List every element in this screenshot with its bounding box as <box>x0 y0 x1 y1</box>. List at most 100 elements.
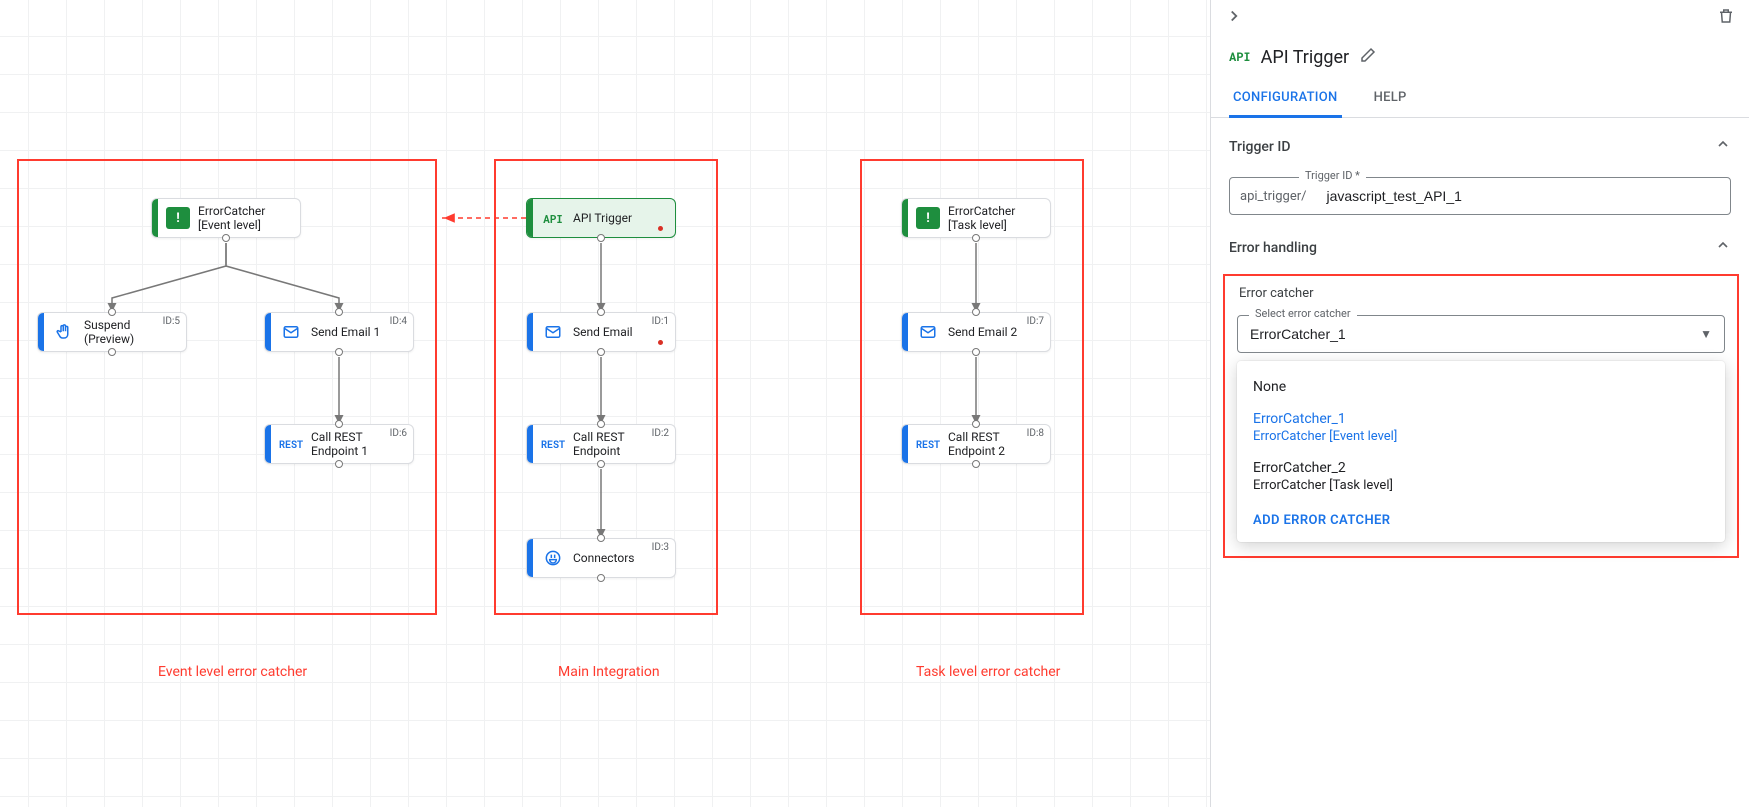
node-id: ID:1 <box>652 316 669 327</box>
trigger-id-field: Trigger ID * api_trigger/ <box>1229 177 1731 215</box>
port-out[interactable] <box>597 234 605 242</box>
api-icon: API <box>541 206 565 230</box>
panel-tabs: CONFIGURATION HELP <box>1211 82 1749 118</box>
port-out[interactable] <box>597 574 605 582</box>
node-stripe <box>527 425 533 463</box>
node-stripe <box>38 313 44 351</box>
port-out[interactable] <box>597 348 605 356</box>
tab-configuration[interactable]: CONFIGURATION <box>1229 82 1342 118</box>
error-handling-highlight: Error catcher Select error catcher ▼ Non… <box>1223 274 1739 558</box>
port-in[interactable] <box>597 534 605 542</box>
port-in[interactable] <box>972 308 980 316</box>
hand-icon <box>52 320 76 344</box>
node-stripe <box>527 199 533 237</box>
node-send-email-1[interactable]: Send Email 1 ID:4 <box>264 312 414 352</box>
error-indicator-icon <box>658 226 663 231</box>
section-heading: Error handling <box>1229 240 1317 256</box>
warn-icon: ! <box>166 207 190 229</box>
node-suspend[interactable]: Suspend(Preview) ID:5 <box>37 312 187 352</box>
node-id: ID:2 <box>652 428 669 439</box>
selection-label: Event level error catcher <box>158 664 307 680</box>
warn-icon: ! <box>916 207 940 229</box>
mail-icon <box>541 320 565 344</box>
node-label: Send Email <box>573 325 669 339</box>
node-rest-1[interactable]: REST Call RESTEndpoint 1 ID:6 <box>264 424 414 464</box>
node-stripe <box>902 313 908 351</box>
node-errorcatcher-task[interactable]: ! ErrorCatcher[Task level] <box>901 198 1051 238</box>
edit-title-button[interactable] <box>1359 46 1377 68</box>
node-stripe <box>152 199 158 237</box>
edges-layer <box>0 0 1210 807</box>
node-id: ID:3 <box>652 542 669 553</box>
integration-canvas[interactable]: Event level error catcher Main Integrati… <box>0 0 1210 807</box>
node-stripe <box>527 539 533 577</box>
delete-button[interactable] <box>1717 7 1735 30</box>
port-out[interactable] <box>972 460 980 468</box>
details-panel: API API Trigger CONFIGURATION HELP Trigg… <box>1210 0 1749 807</box>
node-stripe <box>902 199 908 237</box>
node-id: ID:6 <box>390 428 407 439</box>
node-label: API Trigger <box>573 211 669 225</box>
panel-title-row: API API Trigger <box>1211 36 1749 82</box>
panel-title: API Trigger <box>1261 47 1350 68</box>
section-trigger-id-toggle[interactable]: Trigger ID <box>1211 118 1749 171</box>
port-out[interactable] <box>972 234 980 242</box>
node-errorcatcher-event[interactable]: ! ErrorCatcher[Event level] <box>151 198 301 238</box>
node-id: ID:4 <box>390 316 407 327</box>
node-label: ErrorCatcher[Event level] <box>198 204 294 232</box>
node-stripe <box>527 313 533 351</box>
dropdown-option-ec1[interactable]: ErrorCatcher_1 ErrorCatcher [Event level… <box>1237 403 1725 452</box>
error-catcher-label: Error catcher <box>1231 286 1731 309</box>
node-label: ErrorCatcher[Task level] <box>948 204 1044 232</box>
port-out[interactable] <box>222 234 230 242</box>
error-catcher-value[interactable] <box>1238 326 1688 342</box>
port-out[interactable] <box>597 460 605 468</box>
error-indicator-icon <box>658 340 663 345</box>
port-in[interactable] <box>335 420 343 428</box>
node-stripe <box>265 425 271 463</box>
field-label: Trigger ID * <box>1299 169 1366 182</box>
port-out[interactable] <box>335 348 343 356</box>
node-label: Send Email 1 <box>311 325 407 339</box>
connectors-icon <box>541 546 565 570</box>
node-stripe <box>265 313 271 351</box>
api-icon: API <box>1229 49 1251 65</box>
chevron-up-icon <box>1715 237 1731 258</box>
port-in[interactable] <box>597 420 605 428</box>
port-in[interactable] <box>108 308 116 316</box>
tab-help[interactable]: HELP <box>1370 82 1411 117</box>
port-out[interactable] <box>335 460 343 468</box>
port-in[interactable] <box>597 308 605 316</box>
node-send-email-2[interactable]: Send Email 2 ID:7 <box>901 312 1051 352</box>
port-in[interactable] <box>335 308 343 316</box>
node-send-email[interactable]: Send Email ID:1 <box>526 312 676 352</box>
node-stripe <box>902 425 908 463</box>
node-id: ID:7 <box>1027 316 1044 327</box>
node-rest-2[interactable]: REST Call RESTEndpoint 2 ID:8 <box>901 424 1051 464</box>
node-rest[interactable]: REST Call RESTEndpoint ID:2 <box>526 424 676 464</box>
port-in[interactable] <box>972 420 980 428</box>
collapse-panel-button[interactable] <box>1225 6 1243 30</box>
mail-icon <box>916 320 940 344</box>
field-label: Select error catcher <box>1249 307 1357 320</box>
selection-label: Main Integration <box>558 664 660 680</box>
node-label: Send Email 2 <box>948 325 1044 339</box>
node-connectors[interactable]: Connectors ID:3 <box>526 538 676 578</box>
chevron-down-icon: ▼ <box>1688 327 1724 341</box>
node-label: Connectors <box>573 551 669 565</box>
dropdown-option-ec2[interactable]: ErrorCatcher_2 ErrorCatcher [Task level] <box>1237 452 1725 501</box>
port-out[interactable] <box>108 348 116 356</box>
node-id: ID:5 <box>163 316 180 327</box>
dropdown-option-none[interactable]: None <box>1237 371 1725 403</box>
trigger-id-input[interactable] <box>1316 188 1730 204</box>
section-error-handling-toggle[interactable]: Error handling <box>1211 233 1749 272</box>
node-api-trigger[interactable]: API API Trigger <box>526 198 676 238</box>
trigger-id-prefix: api_trigger/ <box>1230 189 1316 204</box>
node-id: ID:8 <box>1027 428 1044 439</box>
rest-icon: REST <box>916 432 940 456</box>
rest-icon: REST <box>541 432 565 456</box>
add-error-catcher-button[interactable]: ADD ERROR CATCHER <box>1237 501 1725 536</box>
error-catcher-dropdown: None ErrorCatcher_1 ErrorCatcher [Event … <box>1237 361 1725 542</box>
error-catcher-select[interactable]: Select error catcher ▼ <box>1237 315 1725 353</box>
port-out[interactable] <box>972 348 980 356</box>
